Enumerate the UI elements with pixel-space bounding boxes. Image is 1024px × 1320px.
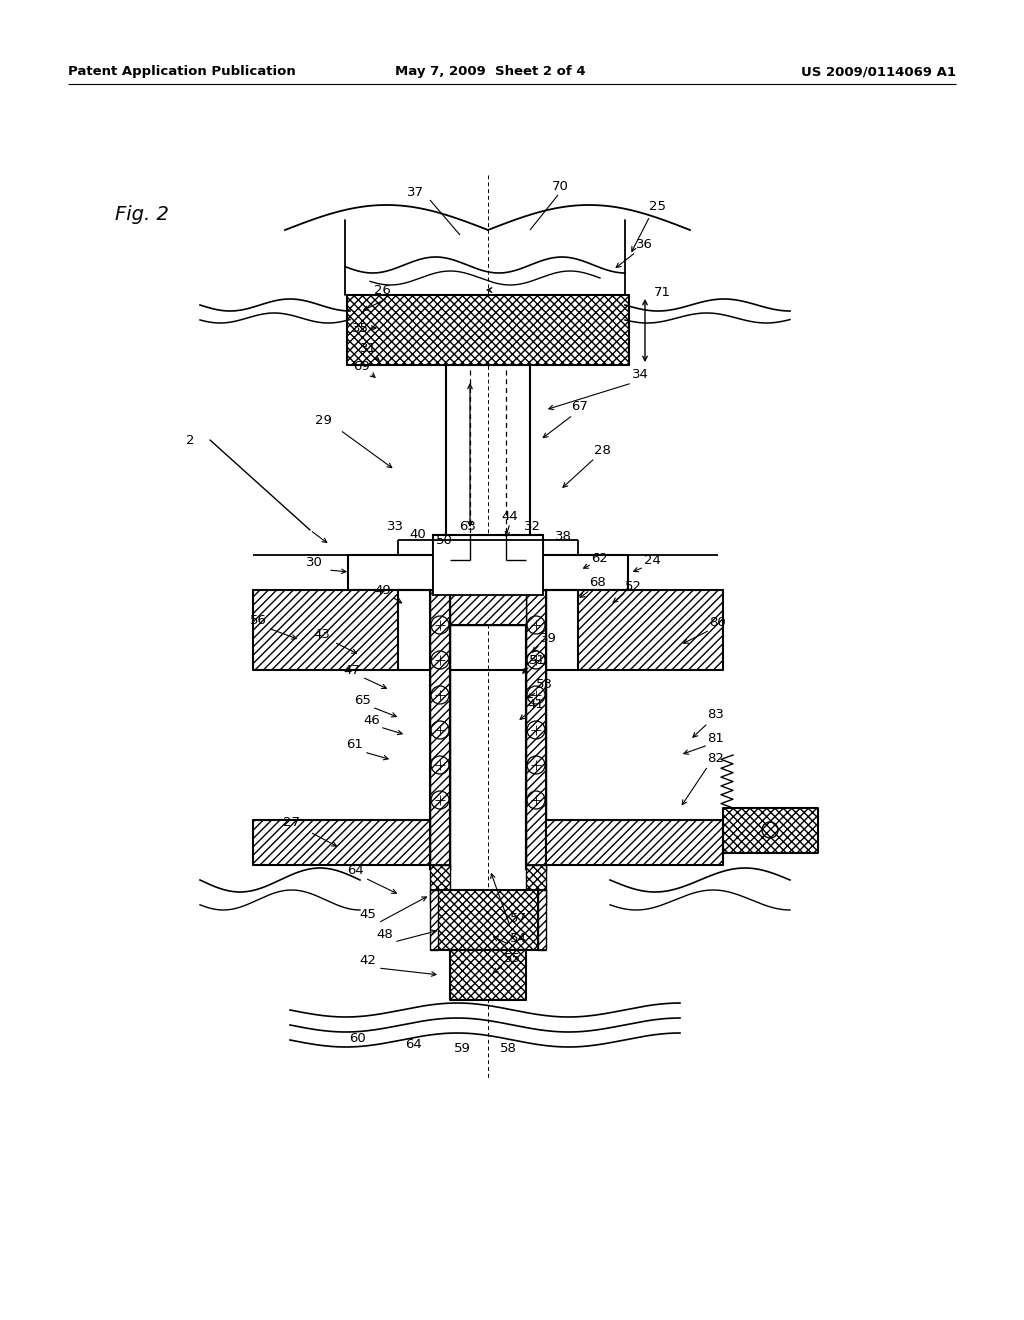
- Text: 47: 47: [344, 664, 360, 676]
- Text: 33: 33: [386, 520, 403, 533]
- Text: 67: 67: [571, 400, 589, 413]
- Text: 80: 80: [710, 615, 726, 628]
- Text: 31: 31: [359, 342, 377, 355]
- Bar: [723, 808, 818, 853]
- Text: 40: 40: [410, 528, 426, 541]
- Text: 43: 43: [313, 628, 331, 642]
- Text: 71: 71: [653, 285, 671, 298]
- Text: 36: 36: [636, 239, 652, 252]
- Text: 2: 2: [185, 433, 195, 446]
- Text: 27: 27: [284, 817, 300, 829]
- Bar: [538, 890, 546, 950]
- Bar: [526, 590, 546, 870]
- Text: 57: 57: [510, 912, 526, 924]
- Text: 39: 39: [540, 631, 556, 644]
- Text: 37: 37: [407, 186, 424, 198]
- Text: 56: 56: [250, 614, 266, 627]
- Text: 70: 70: [552, 181, 568, 194]
- Text: May 7, 2009  Sheet 2 of 4: May 7, 2009 Sheet 2 of 4: [394, 66, 586, 78]
- Text: 69: 69: [353, 359, 371, 372]
- Bar: [430, 890, 438, 950]
- Text: 38: 38: [555, 531, 571, 544]
- Text: 28: 28: [594, 444, 610, 457]
- Bar: [253, 820, 430, 865]
- Bar: [546, 820, 723, 865]
- Bar: [433, 540, 543, 595]
- Bar: [450, 590, 526, 624]
- Text: 63: 63: [460, 520, 476, 533]
- Text: 82: 82: [708, 751, 724, 764]
- Bar: [433, 535, 543, 554]
- Text: 49: 49: [375, 583, 391, 597]
- Text: 60: 60: [349, 1031, 367, 1044]
- Text: 50: 50: [435, 533, 453, 546]
- Text: 41: 41: [527, 698, 545, 711]
- Text: 53: 53: [536, 678, 553, 692]
- Text: 52: 52: [625, 579, 641, 593]
- Text: 54: 54: [510, 932, 526, 945]
- Text: 62: 62: [592, 552, 608, 565]
- Bar: [253, 590, 398, 671]
- Bar: [526, 865, 546, 906]
- Text: US 2009/0114069 A1: US 2009/0114069 A1: [801, 66, 956, 78]
- Bar: [430, 590, 450, 870]
- Text: 35: 35: [351, 322, 369, 334]
- Text: Fig. 2: Fig. 2: [115, 206, 169, 224]
- Text: 42: 42: [359, 953, 377, 966]
- Text: Patent Application Publication: Patent Application Publication: [68, 66, 296, 78]
- Text: 64: 64: [347, 863, 364, 876]
- Text: 59: 59: [454, 1041, 470, 1055]
- Bar: [430, 865, 450, 906]
- Text: 81: 81: [708, 731, 724, 744]
- Text: 64: 64: [406, 1039, 422, 1052]
- Text: 55: 55: [504, 952, 520, 965]
- Text: 29: 29: [314, 413, 332, 426]
- Bar: [438, 890, 538, 950]
- Text: 58: 58: [500, 1041, 516, 1055]
- Text: 45: 45: [359, 908, 377, 921]
- Bar: [578, 590, 723, 671]
- Bar: [348, 554, 628, 590]
- Text: 26: 26: [374, 284, 390, 297]
- Text: 44: 44: [502, 510, 518, 523]
- Bar: [347, 294, 629, 366]
- Text: 30: 30: [305, 556, 323, 569]
- Text: 46: 46: [364, 714, 380, 726]
- Text: 24: 24: [643, 553, 660, 566]
- Text: 51: 51: [528, 653, 546, 667]
- Text: 34: 34: [632, 368, 648, 381]
- Text: 25: 25: [649, 201, 667, 214]
- Text: 61: 61: [346, 738, 364, 751]
- Text: 32: 32: [523, 520, 541, 533]
- Text: 48: 48: [377, 928, 393, 941]
- Text: 83: 83: [708, 709, 724, 722]
- Bar: [450, 950, 526, 1001]
- Text: 68: 68: [589, 577, 605, 590]
- Text: 65: 65: [354, 693, 372, 706]
